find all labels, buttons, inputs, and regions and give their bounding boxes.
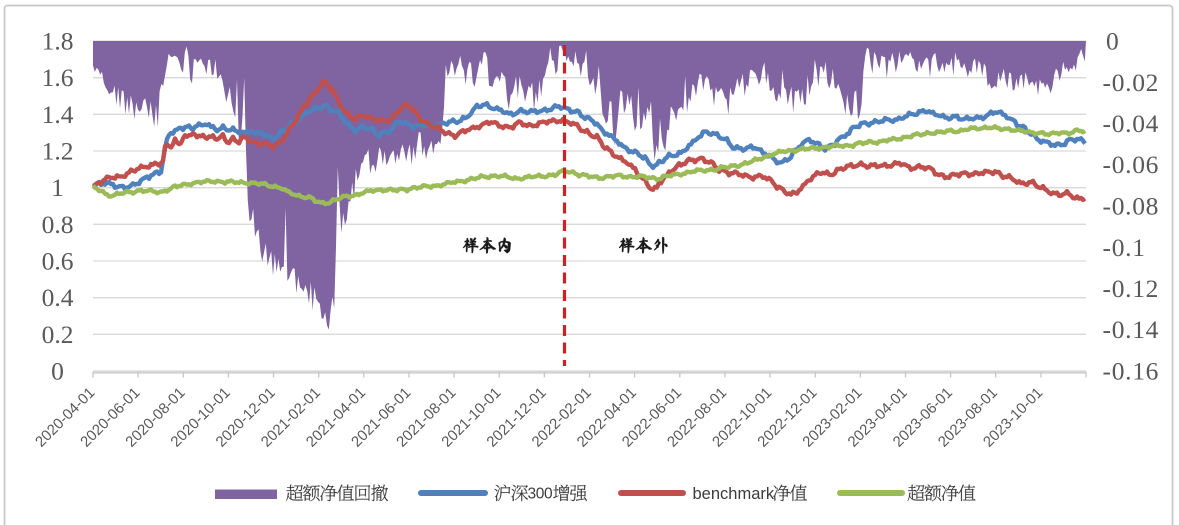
- svg-text:-0.1: -0.1: [1103, 233, 1146, 262]
- svg-text:0: 0: [51, 357, 64, 386]
- svg-text:-0.08: -0.08: [1103, 192, 1160, 221]
- svg-text:1.6: 1.6: [42, 63, 74, 92]
- svg-text:0: 0: [1106, 27, 1119, 56]
- svg-text:1: 1: [51, 173, 64, 202]
- svg-text:1.8: 1.8: [42, 27, 74, 56]
- svg-text:1.4: 1.4: [42, 100, 74, 129]
- svg-text:0.2: 0.2: [42, 320, 74, 349]
- svg-text:benchmark: benchmark: [693, 485, 775, 503]
- svg-text:-0.04: -0.04: [1103, 109, 1160, 138]
- svg-text:-0.12: -0.12: [1103, 274, 1160, 303]
- svg-text:1.2: 1.2: [42, 137, 74, 166]
- svg-text:300: 300: [528, 486, 553, 503]
- svg-text:-0.06: -0.06: [1103, 150, 1160, 179]
- svg-text:-0.16: -0.16: [1103, 357, 1160, 386]
- svg-text:0.8: 0.8: [42, 210, 74, 239]
- svg-text:-0.14: -0.14: [1103, 315, 1160, 344]
- svg-text:0.6: 0.6: [42, 247, 74, 276]
- svg-text:-0.02: -0.02: [1103, 68, 1160, 97]
- svg-text:0.4: 0.4: [42, 283, 74, 312]
